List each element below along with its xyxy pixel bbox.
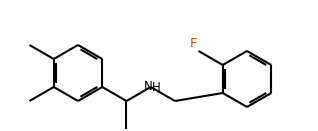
Text: F: F bbox=[190, 37, 197, 50]
Text: N: N bbox=[144, 80, 153, 92]
Text: H: H bbox=[152, 81, 161, 94]
